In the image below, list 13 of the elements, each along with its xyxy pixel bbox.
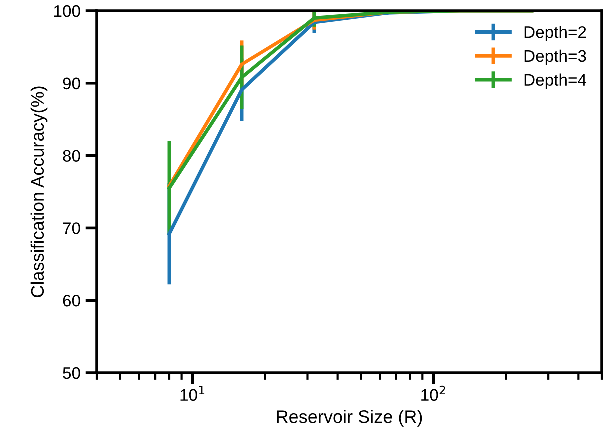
legend-label: Depth=4	[524, 74, 587, 90]
y-tick-label: 60	[63, 295, 80, 307]
x-tick-label: 10$^{2}$	[422, 386, 446, 402]
y-tick-label: 70	[63, 222, 80, 234]
legend-label: Depth=3	[524, 50, 586, 66]
y-tick-label: 80	[63, 150, 80, 162]
y-tick-label: 50	[63, 367, 80, 380]
y-tick-label: 100	[54, 5, 80, 18]
y-tick-label: 90	[63, 78, 80, 90]
x-axis-title: Reservoir Size (R)	[277, 410, 422, 427]
y-axis-title: Classification Accuracy(%)	[30, 86, 48, 298]
legend-label: Depth=2	[524, 26, 586, 42]
x-tick-label: 10$^{1}$	[180, 386, 205, 402]
